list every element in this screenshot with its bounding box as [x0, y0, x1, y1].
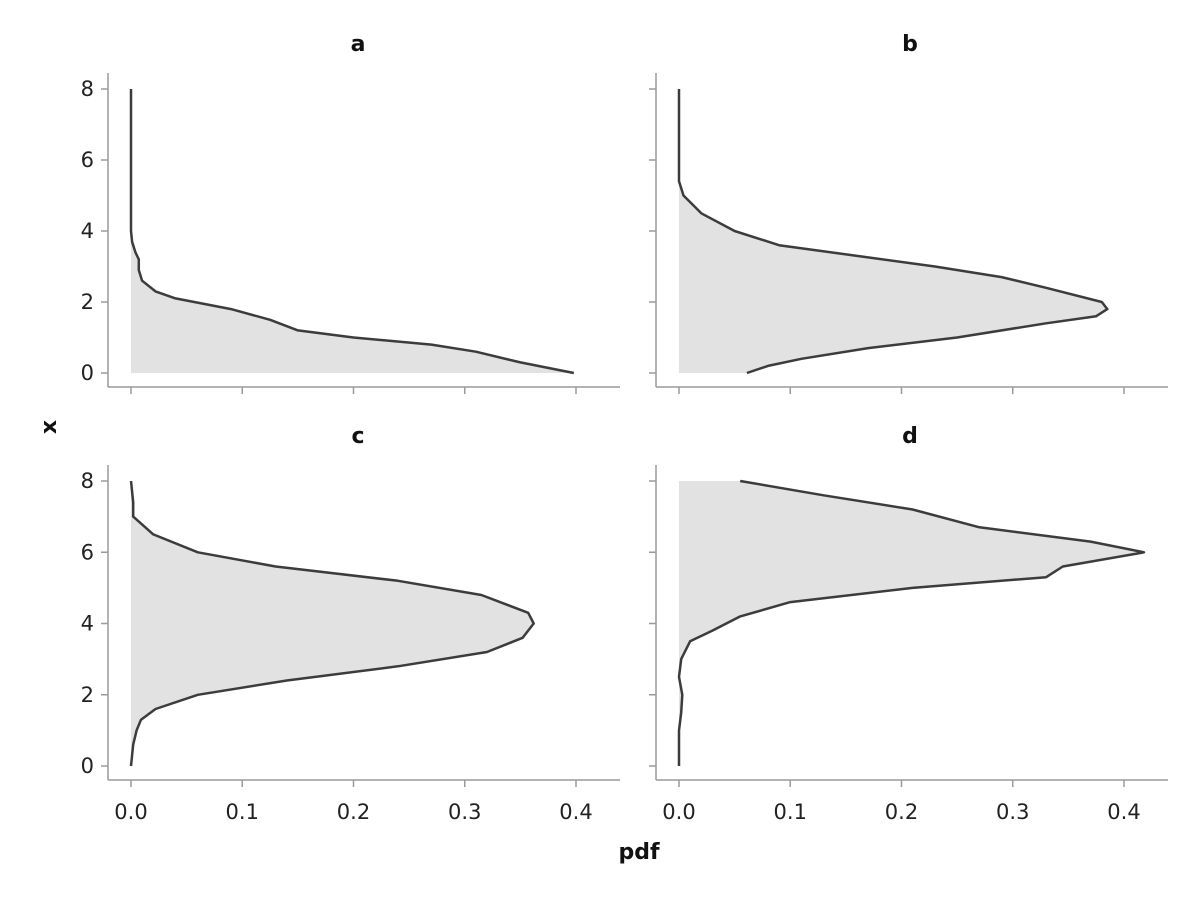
y-tick-label: 2: [81, 290, 94, 314]
panel-b: b: [649, 32, 1168, 394]
x-tick-label: 0.0: [114, 800, 147, 824]
density-area-a: [131, 89, 574, 373]
panel-title-d: d: [902, 424, 918, 449]
x-axis-title: pdf: [618, 840, 659, 865]
x-tick-label: 0.4: [559, 800, 592, 824]
x-tick-label: 0.3: [996, 800, 1029, 824]
panel-title-c: c: [351, 424, 364, 449]
density-line-d: [677, 479, 1146, 766]
density-line-a: [129, 89, 575, 375]
y-tick-label: 8: [81, 77, 94, 101]
density-area-d: [679, 481, 1144, 766]
y-tick-label: 4: [81, 219, 94, 243]
y-tick-label: 4: [81, 612, 94, 636]
y-tick-label: 8: [81, 469, 94, 493]
panel-a: a 0 2 4 6 8: [81, 32, 620, 394]
x-tick-label: 0.0: [662, 800, 695, 824]
density-area-b: [679, 89, 1108, 373]
x-tick-label: 0.1: [226, 800, 259, 824]
panel-d: d 0.0 0.1 0.2 0.3 0.4: [649, 424, 1168, 824]
y-tick-label: 0: [81, 754, 94, 778]
panel-c: c 0 2 4 6 8 0.0 0.1 0.2 0.3 0.4: [81, 424, 620, 824]
density-line-c: [129, 480, 535, 767]
panel-title-b: b: [902, 32, 918, 57]
panel-title-a: a: [351, 32, 366, 57]
y-tick-label: 0: [81, 361, 94, 385]
density-area-c: [131, 481, 534, 766]
x-tick-label: 0.1: [774, 800, 807, 824]
y-axis-title: x: [37, 420, 62, 434]
density-line-b: [677, 89, 1109, 375]
y-tick-label: 2: [81, 683, 94, 707]
x-tick-label: 0.4: [1107, 800, 1140, 824]
x-tick-label: 0.2: [885, 800, 918, 824]
x-tick-label: 0.2: [337, 800, 370, 824]
x-tick-label: 0.3: [448, 800, 481, 824]
y-tick-label: 6: [81, 148, 94, 172]
y-tick-label: 6: [81, 540, 94, 564]
